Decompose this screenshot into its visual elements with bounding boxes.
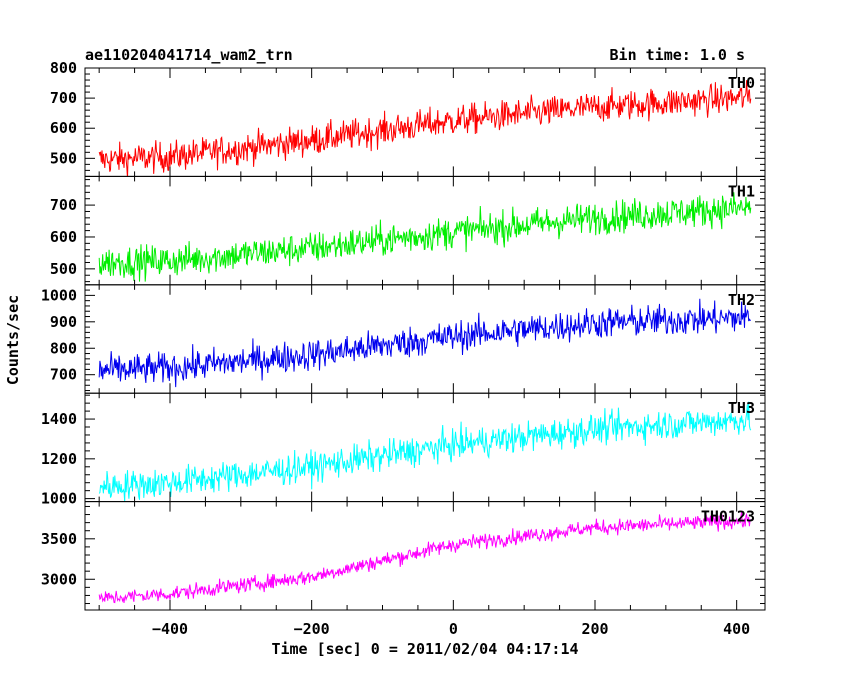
y-tick-label: 1400 (41, 410, 77, 428)
series-line-th2 (98, 298, 751, 388)
series-line-th0 (98, 80, 752, 177)
y-tick-label: 800 (50, 59, 77, 77)
panel-th0123: 3000 3500 TH0123 (41, 501, 766, 611)
panel-th2: 700 800 900 1000 TH2 (41, 284, 766, 394)
panel-th3: 1000 1200 1400 TH3 (41, 392, 766, 508)
x-tick-label: 400 (723, 620, 750, 638)
y-tick-label: 500 (50, 149, 77, 167)
chart-title: ae110204041714_wam2_trn (85, 46, 293, 64)
panel-label-th0123: TH0123 (701, 508, 755, 526)
x-tick-label: −200 (294, 620, 330, 638)
x-axis-label: Time [sec] 0 = 2011/02/04 04:17:14 (271, 640, 578, 658)
panel-label-th3: TH3 (728, 399, 755, 417)
y-tick-label: 700 (50, 366, 77, 384)
y-tick-label: 700 (50, 196, 77, 214)
y-tick-label: 700 (50, 89, 77, 107)
y-tick-label: 900 (50, 313, 77, 331)
y-tick-label: 600 (50, 228, 77, 246)
bin-time-label: Bin time: 1.0 s (609, 46, 745, 64)
panel-label-th0: TH0 (728, 74, 755, 92)
panel-th1: 500 600 700 TH1 (50, 175, 766, 286)
x-tick-label: 200 (581, 620, 608, 638)
y-tick-label: 1000 (41, 286, 77, 304)
y-tick-label: 3000 (41, 570, 77, 588)
panel-label-th1: TH1 (728, 182, 755, 200)
y-tick-label: 1000 (41, 490, 77, 508)
series-line-th0123 (98, 511, 752, 604)
y-tick-label: 600 (50, 119, 77, 137)
y-tick-label: 1200 (41, 450, 77, 468)
panel-frame (84, 175, 766, 286)
y-tick-label: 800 (50, 339, 77, 357)
series-line-th1 (98, 192, 752, 282)
series-line-th3 (98, 401, 752, 502)
y-tick-label: 3500 (41, 530, 77, 548)
panel-frame (84, 501, 766, 611)
y-axis-label: Counts/sec (4, 295, 22, 385)
y-tick-label: 500 (50, 260, 77, 278)
panel-frame (84, 284, 766, 394)
x-tick-label: 0 (449, 620, 458, 638)
panel-th0: 500 600 700 800 TH0 (50, 59, 766, 177)
x-tick-label: −400 (152, 620, 188, 638)
panel-label-th2: TH2 (728, 291, 755, 309)
